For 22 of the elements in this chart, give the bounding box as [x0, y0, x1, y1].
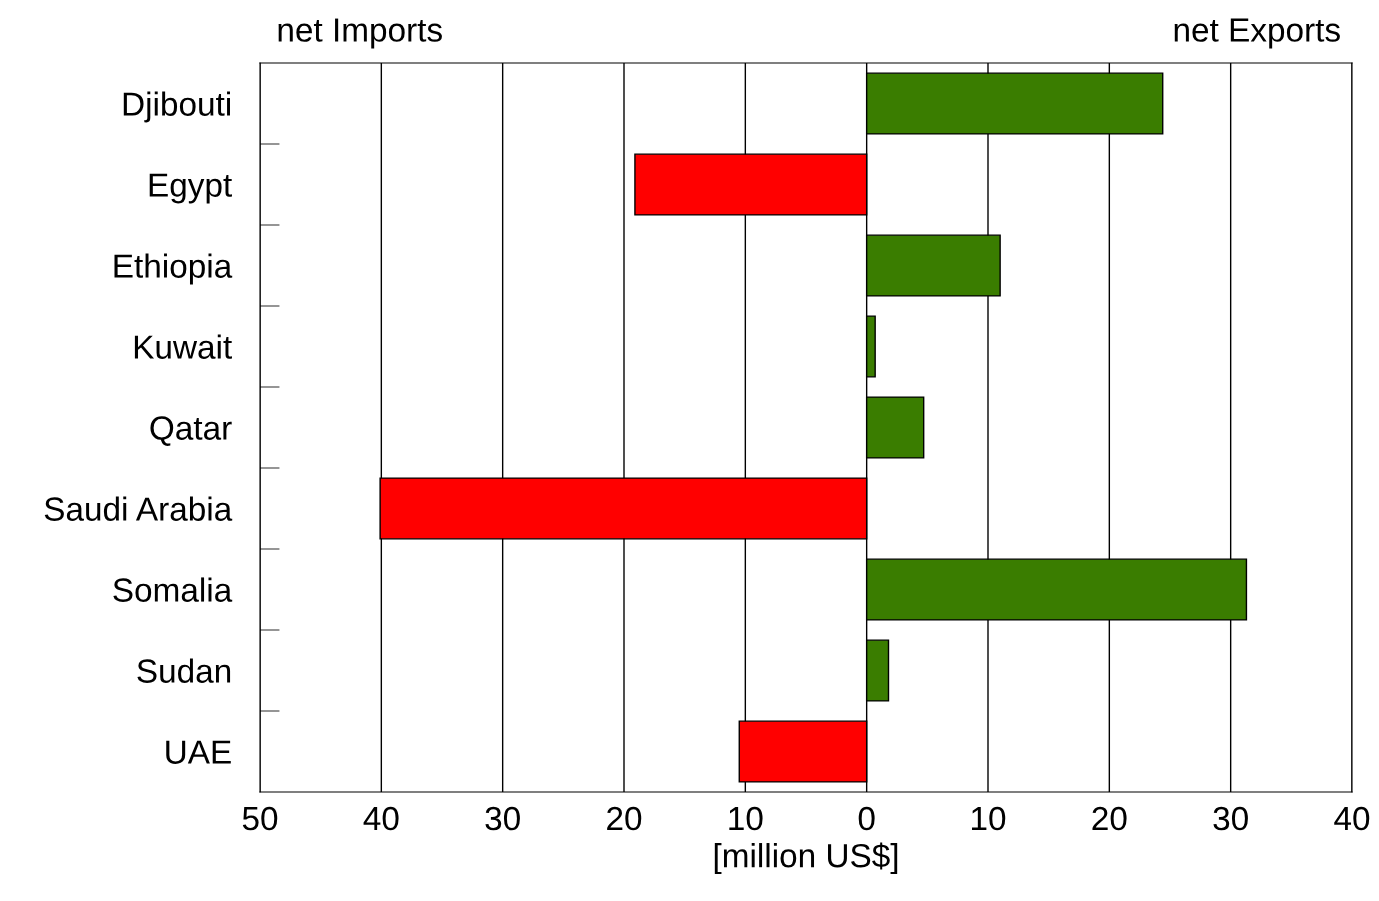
- x-tick-label: 30: [1213, 806, 1248, 831]
- y-tick-label: Kuwait: [134, 334, 232, 359]
- x-tick-label: 20: [607, 806, 642, 831]
- y-tick-label: Djibouti: [123, 91, 230, 123]
- y-tick-label: Egypt: [149, 173, 232, 204]
- x-tick-label: 20: [1092, 806, 1127, 831]
- text: net Imports: [278, 18, 442, 49]
- x-tick-label: 40: [363, 806, 399, 831]
- y-tick-label: Ethiopia: [114, 253, 233, 285]
- text: net Exports: [1174, 18, 1340, 49]
- x-tick-label: 0: [858, 806, 875, 831]
- x-tick-label: 10: [729, 806, 763, 831]
- x-tick-label: 40: [1334, 806, 1370, 831]
- x-tick-label: 30: [485, 806, 520, 831]
- x-tick-label: 50: [242, 806, 278, 831]
- x-tick-label: 10: [972, 806, 1006, 831]
- y-tick-label: Qatar: [150, 416, 232, 446]
- y-tick-label: Sudan: [137, 658, 231, 683]
- y-tick-label: UAE: [166, 740, 231, 764]
- y-tick-label: Somalia: [113, 577, 233, 602]
- y-tick-label: Saudi Arabia: [44, 496, 233, 521]
- x-axis-title: [million US$]: [714, 842, 898, 875]
